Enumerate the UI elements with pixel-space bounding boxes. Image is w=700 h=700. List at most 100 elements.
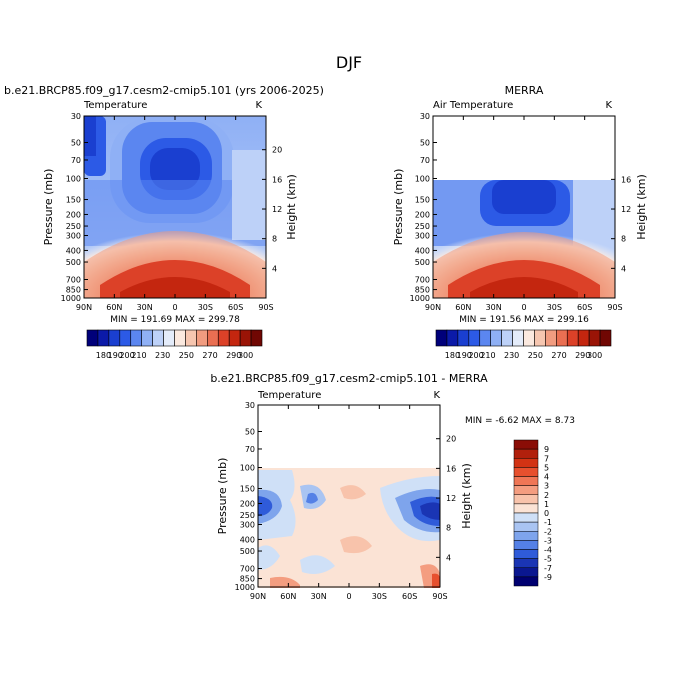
colorbar-swatch (513, 503, 539, 514)
colorbar-label: 180 (445, 351, 460, 360)
colorbar-swatch (513, 567, 539, 578)
x-tick-label: 60N (280, 592, 296, 601)
colorbar-swatch (513, 521, 539, 532)
panel-merra-ylabel-right: Height (km) (635, 174, 648, 240)
colorbar-label: 2 (544, 491, 549, 500)
y-tick-label: 1000 (61, 294, 81, 303)
colorbar-swatch (513, 485, 539, 495)
colorbar-swatch (217, 329, 230, 347)
colorbar-swatch (599, 329, 612, 347)
colorbar-swatch (566, 329, 579, 347)
y-tick-label: 50 (420, 139, 430, 148)
y-tick-label: 850 (240, 575, 255, 584)
colorbar-swatch (513, 467, 539, 477)
panel-model-units: K (255, 100, 262, 111)
colorbar-label: 210 (131, 351, 146, 360)
colorbar-label: -7 (544, 564, 552, 573)
y-tick-label: 850 (66, 286, 81, 295)
y-tick-label: 300 (66, 232, 81, 241)
height-tick-label: 4 (272, 264, 277, 273)
colorbar-label: 4 (544, 473, 549, 482)
colorbar-swatch (513, 448, 539, 459)
x-tick-label: 90S (432, 592, 447, 601)
colorbar-label: 9 (544, 445, 549, 454)
panel-merra-field (433, 180, 615, 298)
x-tick-label: 0 (172, 303, 177, 312)
x-tick-label: 60N (106, 303, 122, 312)
height-tick-label: 12 (446, 494, 456, 503)
colorbar-label: 3 (544, 482, 549, 491)
colorbar-label: 270 (202, 351, 217, 360)
colorbar-label: 270 (551, 351, 566, 360)
panel-diff-axes: 90N 60N 30N 0 30S 60S 90S 30 50 70 100 150 200 250300… (235, 401, 457, 601)
colorbar-swatch (207, 329, 219, 347)
figure-title: DJF (336, 53, 362, 72)
panel-model-axes: 90N 60N 30N 0 30S 60S 90S 30 50 70 100 150 200 250300… (61, 112, 283, 312)
colorbar-swatch (446, 329, 459, 347)
y-tick-label: 100 (415, 174, 430, 183)
y-tick-label: 700 (240, 564, 255, 573)
y-tick-label: 50 (245, 428, 255, 437)
height-tick-label: 4 (446, 553, 451, 562)
panel-merra-units: K (605, 100, 612, 111)
colorbar-label: 230 (155, 351, 170, 360)
y-tick-label: 200 (66, 210, 81, 219)
colorbar-swatch (239, 329, 252, 347)
colorbar-label: 200 (468, 351, 483, 360)
x-tick-label: 30S (372, 592, 387, 601)
colorbar-label: 5 (544, 463, 549, 472)
colorbar-swatch (577, 329, 590, 347)
colorbar-swatch (545, 329, 557, 347)
y-tick-label: 850 (415, 286, 430, 295)
colorbar-swatch (523, 329, 535, 347)
x-tick-label: 60S (402, 592, 417, 601)
y-tick-label: 300 (240, 521, 255, 530)
colorbar-swatch (435, 329, 448, 347)
colorbar-swatch (534, 329, 546, 347)
colorbar-swatch (513, 476, 539, 486)
y-tick-label: 30 (71, 112, 81, 121)
colorbar-swatch (588, 329, 601, 347)
panel-model-title: b.e21.BRCP85.f09_g17.cesm2-cmip5.101 (yr… (4, 84, 324, 97)
height-tick-label: 16 (446, 464, 456, 473)
colorbar-swatch (196, 329, 208, 347)
x-tick-label: 30N (137, 303, 153, 312)
colorbar-swatch (513, 458, 539, 468)
y-tick-label: 1000 (235, 583, 255, 592)
colorbar-swatch (513, 576, 539, 587)
x-tick-label: 90N (250, 592, 266, 601)
colorbar-label: -5 (544, 555, 552, 564)
colorbar-swatch (141, 329, 153, 347)
height-tick-label: 4 (621, 264, 626, 273)
colorbar-swatch (228, 329, 241, 347)
panel-diff-field (258, 468, 440, 588)
y-tick-label: 30 (420, 112, 430, 121)
panel-merra-ylabel: Pressure (mb) (392, 169, 405, 246)
y-tick-label: 100 (240, 463, 255, 472)
colorbar-label: 0 (544, 509, 549, 518)
colorbar-swatch (556, 329, 568, 347)
colorbar-swatch (513, 558, 539, 568)
colorbar-label: 180 (96, 351, 111, 360)
height-tick-label: 20 (272, 146, 282, 155)
y-tick-label: 150 (240, 485, 255, 494)
panel-diff-minmax: MIN = -6.62 MAX = 8.73 (465, 416, 575, 426)
colorbar-swatch (513, 540, 539, 550)
panel-merra-title: MERRA (505, 84, 544, 97)
panel-diff-ylabel: Pressure (mb) (216, 458, 229, 535)
panel-model: b.e21.BRCP85.f09_g17.cesm2-cmip5.101 (yr… (4, 84, 324, 325)
colorbar-swatch (119, 329, 132, 347)
colorbar-label: 290 (226, 351, 241, 360)
height-tick-label: 16 (272, 175, 282, 184)
colorbar-swatch (513, 494, 539, 505)
x-tick-label: 60S (577, 303, 592, 312)
y-tick-label: 150 (66, 196, 81, 205)
panel-model-variable: Temperature (83, 100, 147, 111)
y-tick-label: 200 (240, 499, 255, 508)
panel-model-field (84, 116, 266, 298)
x-tick-label: 90S (258, 303, 273, 312)
colorbar-label: -3 (544, 536, 552, 545)
x-tick-label: 30S (198, 303, 213, 312)
